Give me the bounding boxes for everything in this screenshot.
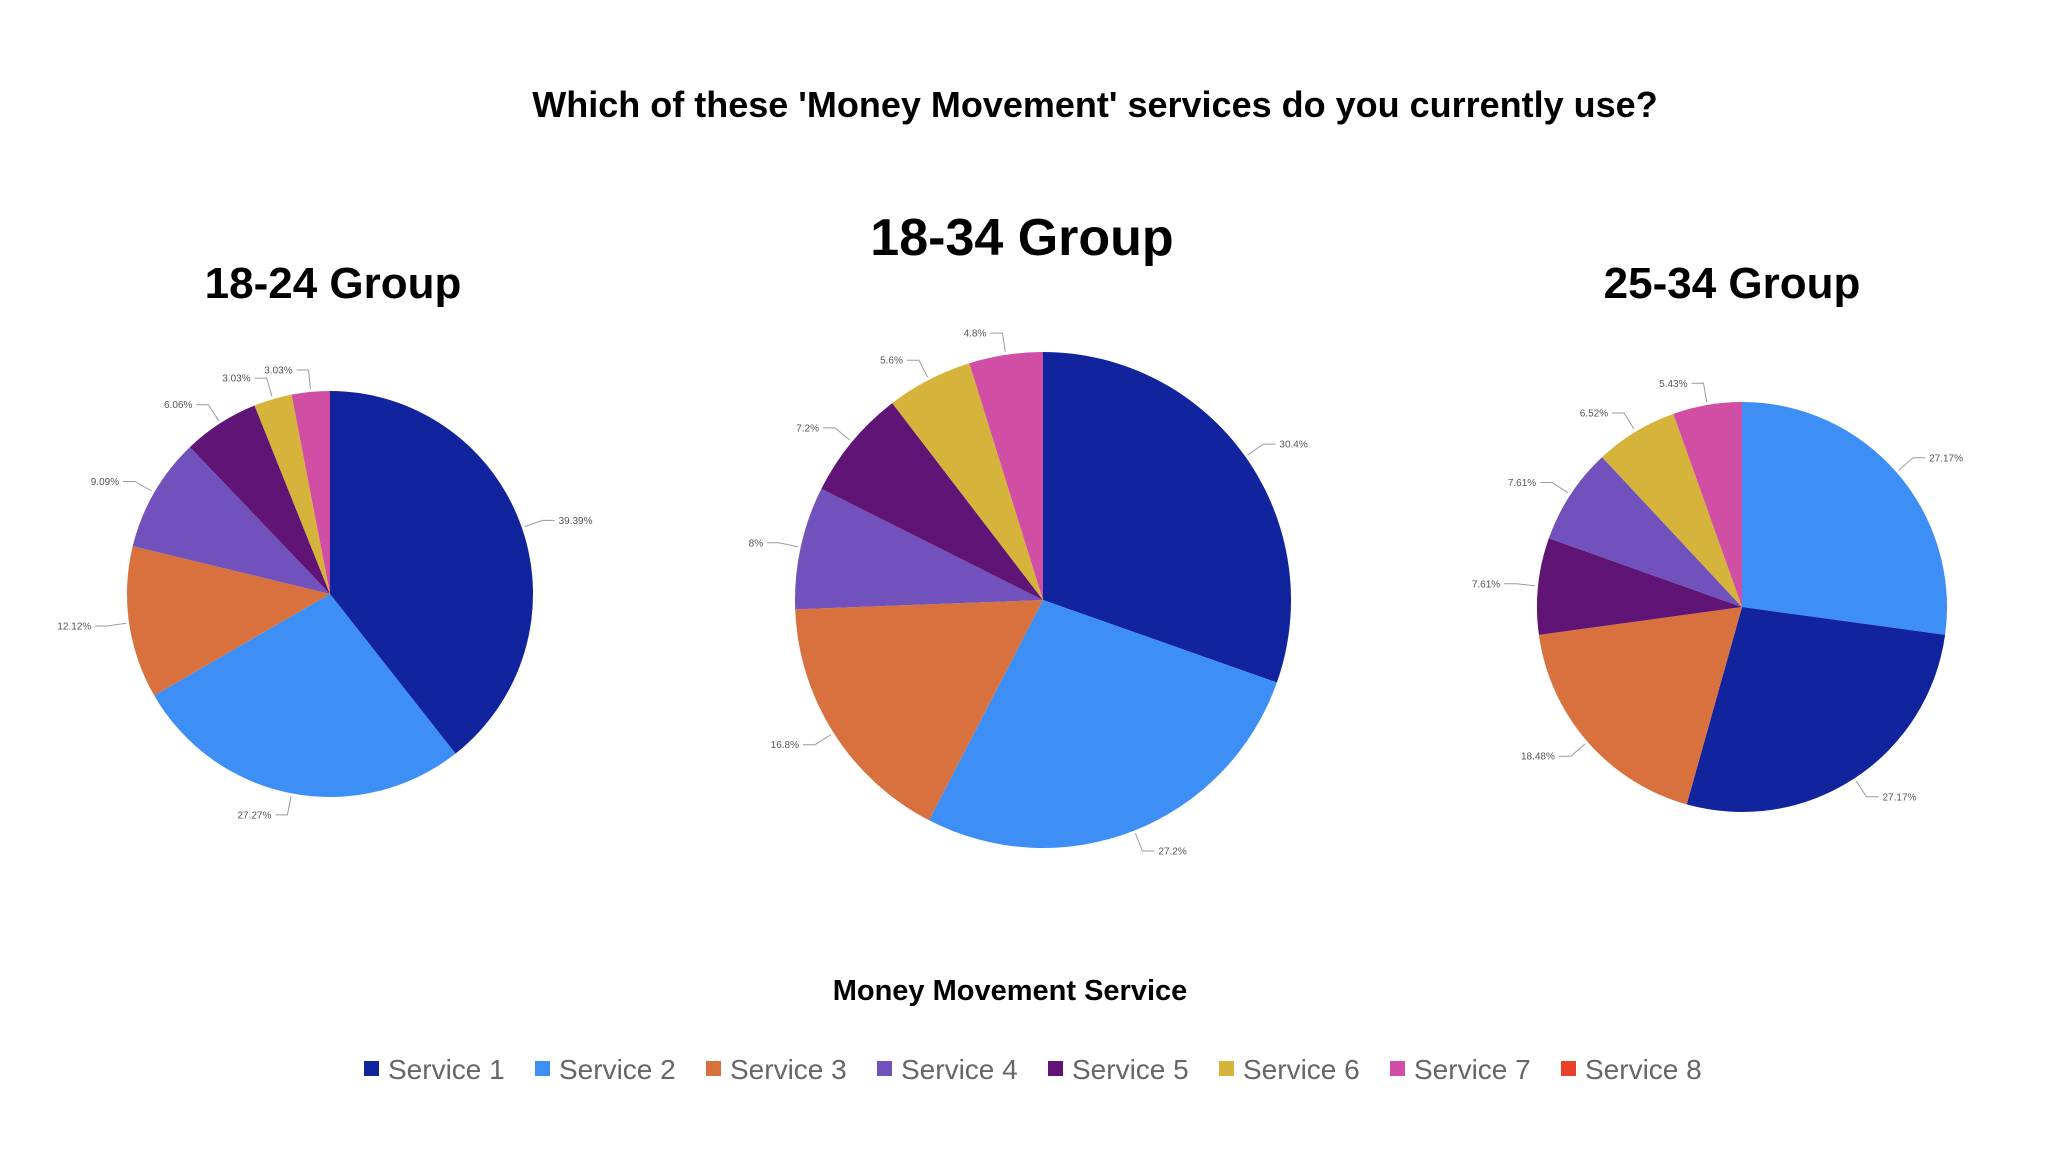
pie-slice-service-5[interactable] — [1537, 538, 1742, 635]
legend-label: Service 5 — [1072, 1054, 1189, 1085]
data-label: 39.39% — [559, 516, 593, 527]
data-label: 6.52% — [1580, 409, 1608, 420]
leader-line — [296, 369, 311, 389]
leader-line — [803, 734, 832, 746]
leader-line — [1898, 457, 1926, 471]
legend-label: Service 3 — [730, 1054, 847, 1085]
pie-slice-service-6[interactable] — [892, 363, 1043, 600]
data-label: 7.2% — [796, 423, 819, 434]
pie-slice-service-5[interactable] — [189, 405, 330, 594]
leader-line — [1504, 583, 1536, 587]
legend-swatch — [1561, 1061, 1576, 1076]
data-label: 27.2% — [1158, 847, 1186, 858]
leader-line — [1691, 382, 1708, 403]
legend-label: Service 7 — [1414, 1054, 1531, 1085]
pie-chart-25-34: 27.17% 27.17% 18.48% 7.61% 7.61% 6.52% 5.43% — [1472, 379, 1963, 813]
data-label: 7.61% — [1472, 579, 1500, 590]
data-label: 27.17% — [1929, 453, 1963, 464]
data-label: 27.17% — [1883, 792, 1917, 803]
pie-slice-service-3[interactable] — [795, 600, 1043, 821]
leader-line — [990, 332, 1006, 352]
leader-line — [767, 542, 798, 548]
data-label: 9.09% — [91, 477, 119, 488]
legend-item-service-8[interactable]: Service 8 — [1561, 1054, 1702, 1085]
pie-chart-18-34: 30.4% 27.2% 16.8% 8% 7.2% 5.6% 4.8% — [749, 329, 1308, 858]
leader-line — [1540, 482, 1569, 494]
leader-line — [823, 427, 850, 441]
data-label: 7.61% — [1508, 478, 1536, 489]
pie-slice-service-2[interactable] — [929, 600, 1277, 849]
legend-item-service-5[interactable]: Service 5 — [1048, 1054, 1189, 1085]
legend-title: Money Movement Service — [833, 975, 1188, 1007]
data-label: 18.48% — [1521, 752, 1555, 763]
leader-line — [95, 622, 127, 627]
legend-swatch — [535, 1061, 550, 1076]
data-label: 3.03% — [222, 374, 250, 385]
pie-slice-service-7[interactable] — [1673, 402, 1742, 607]
pie-slice-service-6[interactable] — [254, 394, 330, 594]
leader-line — [196, 404, 220, 421]
pie-slice-service-2[interactable] — [1742, 402, 1947, 635]
legend-item-service-3[interactable]: Service 3 — [706, 1054, 847, 1085]
pie-slice-service-5[interactable] — [821, 403, 1043, 600]
legend-label: Service 6 — [1243, 1054, 1360, 1085]
leader-line — [275, 796, 292, 816]
pie-chart-18-24: 39.39% 27.27% 12.12% 9.09% 6.06% 3.03% 3.03% — [57, 366, 592, 822]
pie-slice-service-1[interactable] — [1686, 607, 1946, 813]
pie-title-25-34: 25-34 Group — [1604, 259, 1861, 308]
legend-item-service-4[interactable]: Service 4 — [877, 1054, 1018, 1085]
pie-slice-service-7[interactable] — [969, 352, 1043, 600]
leader-line — [123, 481, 152, 492]
legend-item-service-2[interactable]: Service 2 — [535, 1054, 676, 1085]
legend-swatch — [1390, 1061, 1405, 1076]
data-label: 27.27% — [237, 810, 271, 821]
pie-slice-service-1[interactable] — [1043, 352, 1291, 683]
data-label: 6.06% — [164, 400, 192, 411]
leader-line — [1134, 833, 1155, 852]
leader-line — [1247, 443, 1276, 456]
legend-item-service-1[interactable]: Service 1 — [364, 1054, 505, 1085]
leader-line — [1612, 412, 1635, 430]
data-label: 8% — [749, 538, 764, 549]
chart-title: Which of these 'Money Movement' services… — [532, 84, 1657, 125]
leader-line — [524, 519, 555, 528]
pie-slice-service-7[interactable] — [291, 391, 330, 594]
legend-label: Service 1 — [388, 1054, 505, 1085]
legend-item-service-6[interactable]: Service 6 — [1219, 1054, 1360, 1085]
leader-line — [1558, 743, 1586, 757]
pie-slice-service-6[interactable] — [1602, 413, 1742, 607]
pie-slice-service-2[interactable] — [154, 594, 456, 798]
pie-slice-service-4[interactable] — [795, 488, 1043, 610]
legend-item-service-7[interactable]: Service 7 — [1390, 1054, 1531, 1085]
data-label: 16.8% — [771, 740, 799, 751]
pie-title-18-34: 18-34 Group — [870, 209, 1173, 267]
pie-slice-service-3[interactable] — [1538, 607, 1742, 805]
data-label: 12.12% — [57, 622, 91, 633]
legend-swatch — [877, 1061, 892, 1076]
data-label: 30.4% — [1279, 440, 1307, 451]
leader-line — [254, 377, 273, 397]
data-label: 4.8% — [964, 329, 987, 340]
pie-title-18-24: 18-24 Group — [205, 259, 462, 308]
pie-slice-service-4[interactable] — [132, 447, 330, 594]
leader-line — [1855, 780, 1879, 798]
legend-label: Service 2 — [559, 1054, 676, 1085]
legend-label: Service 8 — [1585, 1054, 1702, 1085]
data-label: 3.03% — [264, 366, 292, 377]
pie-slice-service-1[interactable] — [330, 391, 534, 754]
legend-swatch — [364, 1061, 379, 1076]
data-label: 5.43% — [1659, 379, 1687, 390]
legend: Service 1 Service 2 Service 3 Service 4 Serv… — [364, 1054, 1702, 1085]
pie-slice-service-3[interactable] — [126, 546, 331, 696]
pie-slice-service-4[interactable] — [1548, 457, 1742, 607]
leader-line — [906, 359, 929, 378]
data-label: 5.6% — [880, 356, 903, 367]
legend-label: Service 4 — [901, 1054, 1018, 1085]
legend-swatch — [1048, 1061, 1063, 1076]
legend-swatch — [1219, 1061, 1234, 1076]
legend-swatch — [706, 1061, 721, 1076]
